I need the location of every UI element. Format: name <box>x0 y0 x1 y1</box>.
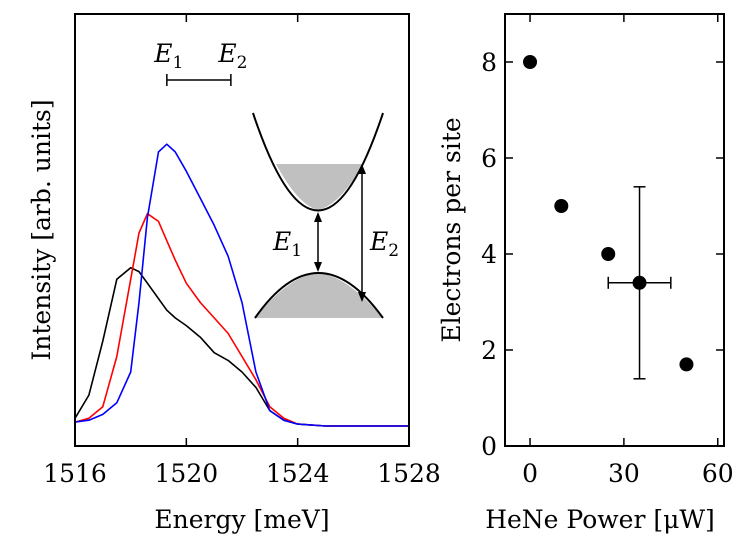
bracket-label-e1: E1 <box>153 39 183 73</box>
data-point <box>554 199 569 213</box>
spectrum-x-tick-label: 1528 <box>377 459 441 488</box>
inset-label-e1: E1 <box>272 227 302 261</box>
electrons-x-tick-label: 60 <box>702 459 734 488</box>
electrons-points <box>523 55 694 380</box>
spectrum-x-ticks: 1516 1520 1524 1528 <box>43 14 441 488</box>
valence-band-fill <box>255 273 383 318</box>
spectrum-x-tick-label: 1524 <box>266 459 330 488</box>
electrons-y-tick-label: 4 <box>481 240 497 269</box>
spectrum-line-blue <box>74 143 409 427</box>
data-point <box>523 55 538 69</box>
conduction-band-fill <box>276 164 363 210</box>
data-point <box>601 247 616 261</box>
spectrum-panel: E1 E2 E1 E2 1516 1520 1524 1528 Energy [meV… <box>27 13 441 534</box>
electrons-panel: 0 30 60 0 2 4 6 8 HeNe Power [μW] Electrons per… <box>437 13 734 534</box>
electrons-y-tick-label: 0 <box>481 432 497 461</box>
electrons-ticks: 0 30 60 0 2 4 6 8 <box>481 14 734 488</box>
spectrum-plot-frame <box>74 13 410 447</box>
electrons-y-axis-label: Electrons per site <box>437 117 466 342</box>
valence-band-curve <box>254 272 384 319</box>
spectrum-x-tick-label: 1520 <box>155 459 219 488</box>
data-point <box>632 275 647 290</box>
e2-arrow-head-top <box>358 164 366 174</box>
spectrum-y-axis-label: Intensity [arb. units] <box>27 99 56 360</box>
electrons-y-tick-label: 8 <box>481 48 497 77</box>
electrons-x-axis-label: HeNe Power [μW] <box>485 505 715 534</box>
electrons-x-tick-label: 0 <box>522 459 538 488</box>
spectrum-line-red <box>74 212 409 427</box>
inset-label-e2: E2 <box>369 227 399 261</box>
electrons-y-tick-label: 6 <box>481 144 497 173</box>
data-point <box>679 357 694 372</box>
conduction-band-curve <box>252 112 384 212</box>
e1-arrow-head-top <box>314 212 322 222</box>
e2-arrow-head-bottom <box>358 292 366 302</box>
bracket-label-e2: E2 <box>217 39 247 73</box>
electrons-x-tick-label: 30 <box>608 459 640 488</box>
spectrum-x-tick-label: 1516 <box>43 459 107 488</box>
spectrum-x-axis-label: Energy [meV] <box>154 505 329 534</box>
electrons-y-tick-label: 2 <box>481 336 497 365</box>
e1-arrow-head-bottom <box>314 262 322 272</box>
energy-bracket: E1 E2 <box>153 39 247 86</box>
band-diagram-inset: E1 E2 <box>252 112 399 319</box>
spectrum-series-group <box>74 143 409 427</box>
electrons-plot-frame <box>504 13 725 447</box>
